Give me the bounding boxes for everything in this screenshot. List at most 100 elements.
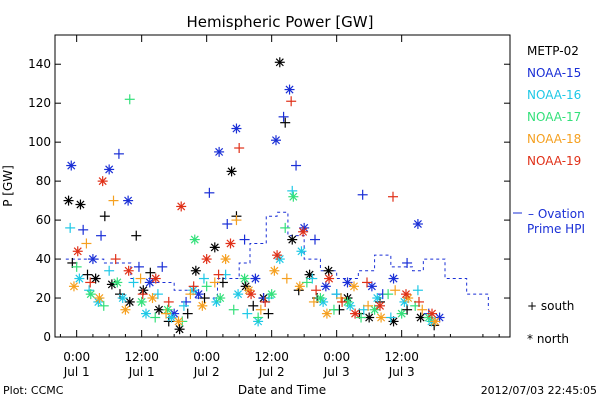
north-point xyxy=(226,166,237,177)
footer-credit: Plot: CCMC xyxy=(3,384,64,397)
south-point xyxy=(185,289,196,300)
north-point xyxy=(231,123,242,134)
south-point xyxy=(145,267,156,278)
south-point xyxy=(228,304,239,315)
north-point xyxy=(215,293,226,304)
north-point xyxy=(112,277,123,288)
south-point xyxy=(280,117,291,128)
north-point xyxy=(124,296,135,307)
south-point xyxy=(182,308,193,319)
north-point xyxy=(287,234,298,245)
south-point xyxy=(278,111,289,122)
north-point xyxy=(412,218,423,229)
south-point xyxy=(178,300,189,311)
south-point xyxy=(385,312,396,323)
south-point xyxy=(161,308,172,319)
south-point xyxy=(231,215,242,226)
north-point xyxy=(321,308,332,319)
north-point xyxy=(87,254,98,265)
south-point xyxy=(209,277,220,288)
south-point xyxy=(383,289,394,300)
north-point xyxy=(147,293,158,304)
north-point xyxy=(342,296,353,307)
north-point xyxy=(294,281,305,292)
north-point xyxy=(166,312,177,323)
y-axis-label: P [GW] xyxy=(1,165,15,207)
north-point xyxy=(298,226,309,237)
north-point xyxy=(136,296,147,307)
north-point xyxy=(66,160,77,171)
south-point xyxy=(337,296,348,307)
y-tick-label: 120 xyxy=(28,96,51,110)
south-point xyxy=(356,312,367,323)
north-point xyxy=(296,246,307,257)
north-marker-legend: * north xyxy=(527,332,569,346)
legend-entry-noaa-15: NOAA-15 xyxy=(527,66,581,80)
north-point xyxy=(284,84,295,95)
x-tick-date: Jul 3 xyxy=(323,365,350,379)
data-points xyxy=(63,57,445,335)
north-point xyxy=(315,293,326,304)
y-axis-ticks: 0 20 40 60 80 100 120 140 xyxy=(28,57,510,344)
south-point xyxy=(255,304,266,315)
south-marker-legend: + south xyxy=(527,299,574,313)
north-point xyxy=(388,316,399,327)
north-point xyxy=(141,308,151,319)
south-point xyxy=(388,191,398,202)
north-point xyxy=(288,191,299,202)
footer-timestamp: 2012/07/03 22:45:05 xyxy=(481,384,597,397)
y-tick-label: 100 xyxy=(28,135,51,149)
x-tick-date: Jul 3 xyxy=(388,365,415,379)
south-point xyxy=(308,296,319,307)
north-point xyxy=(396,308,407,319)
south-point xyxy=(234,143,245,154)
south-point xyxy=(248,300,259,311)
south-point xyxy=(163,296,174,307)
north-point xyxy=(150,273,161,284)
south-point xyxy=(310,234,320,245)
x-tick-date: Jul 1 xyxy=(63,365,90,379)
x-axis-label: Date and Time xyxy=(238,383,326,397)
north-point xyxy=(220,254,231,265)
legend-entry-noaa-19: NOAA-19 xyxy=(527,154,581,168)
south-point xyxy=(199,293,210,304)
north-point xyxy=(144,277,155,288)
north-point xyxy=(366,281,377,292)
south-point xyxy=(402,304,413,315)
north-point xyxy=(120,304,131,315)
x-tick-date: Jul 1 xyxy=(128,365,155,379)
north-point xyxy=(250,273,261,284)
north-point xyxy=(75,199,86,210)
north-point xyxy=(271,135,281,146)
north-point xyxy=(197,300,208,311)
north-point xyxy=(269,265,280,276)
north-point xyxy=(201,254,212,265)
south-point xyxy=(150,312,161,323)
south-point xyxy=(133,261,144,272)
north-point xyxy=(176,201,187,212)
north-point xyxy=(209,242,220,253)
y-tick-label: 40 xyxy=(36,252,51,266)
north-point xyxy=(72,246,83,257)
south-point xyxy=(222,218,233,229)
north-point xyxy=(174,324,185,335)
series-legend: METP-02 NOAA-15 NOAA-16 NOAA-17 NOAA-18 NOAA-… xyxy=(527,44,581,168)
x-tick-time: 12:00 xyxy=(384,350,419,364)
south-point xyxy=(131,230,142,241)
north-point xyxy=(349,281,359,292)
ovation-label: – Ovation xyxy=(528,207,585,221)
legend-entry-noaa-16: NOAA-16 xyxy=(527,88,581,102)
north-point xyxy=(246,289,257,300)
north-point xyxy=(427,308,437,319)
south-point xyxy=(213,269,224,280)
north-point xyxy=(324,273,335,284)
north-point xyxy=(364,312,375,323)
ovation-trace-line xyxy=(65,211,489,310)
south-point xyxy=(328,304,339,315)
north-point xyxy=(320,281,331,292)
south-point xyxy=(98,300,109,311)
south-point xyxy=(412,285,423,296)
north-point xyxy=(154,304,164,315)
north-point xyxy=(372,293,383,304)
